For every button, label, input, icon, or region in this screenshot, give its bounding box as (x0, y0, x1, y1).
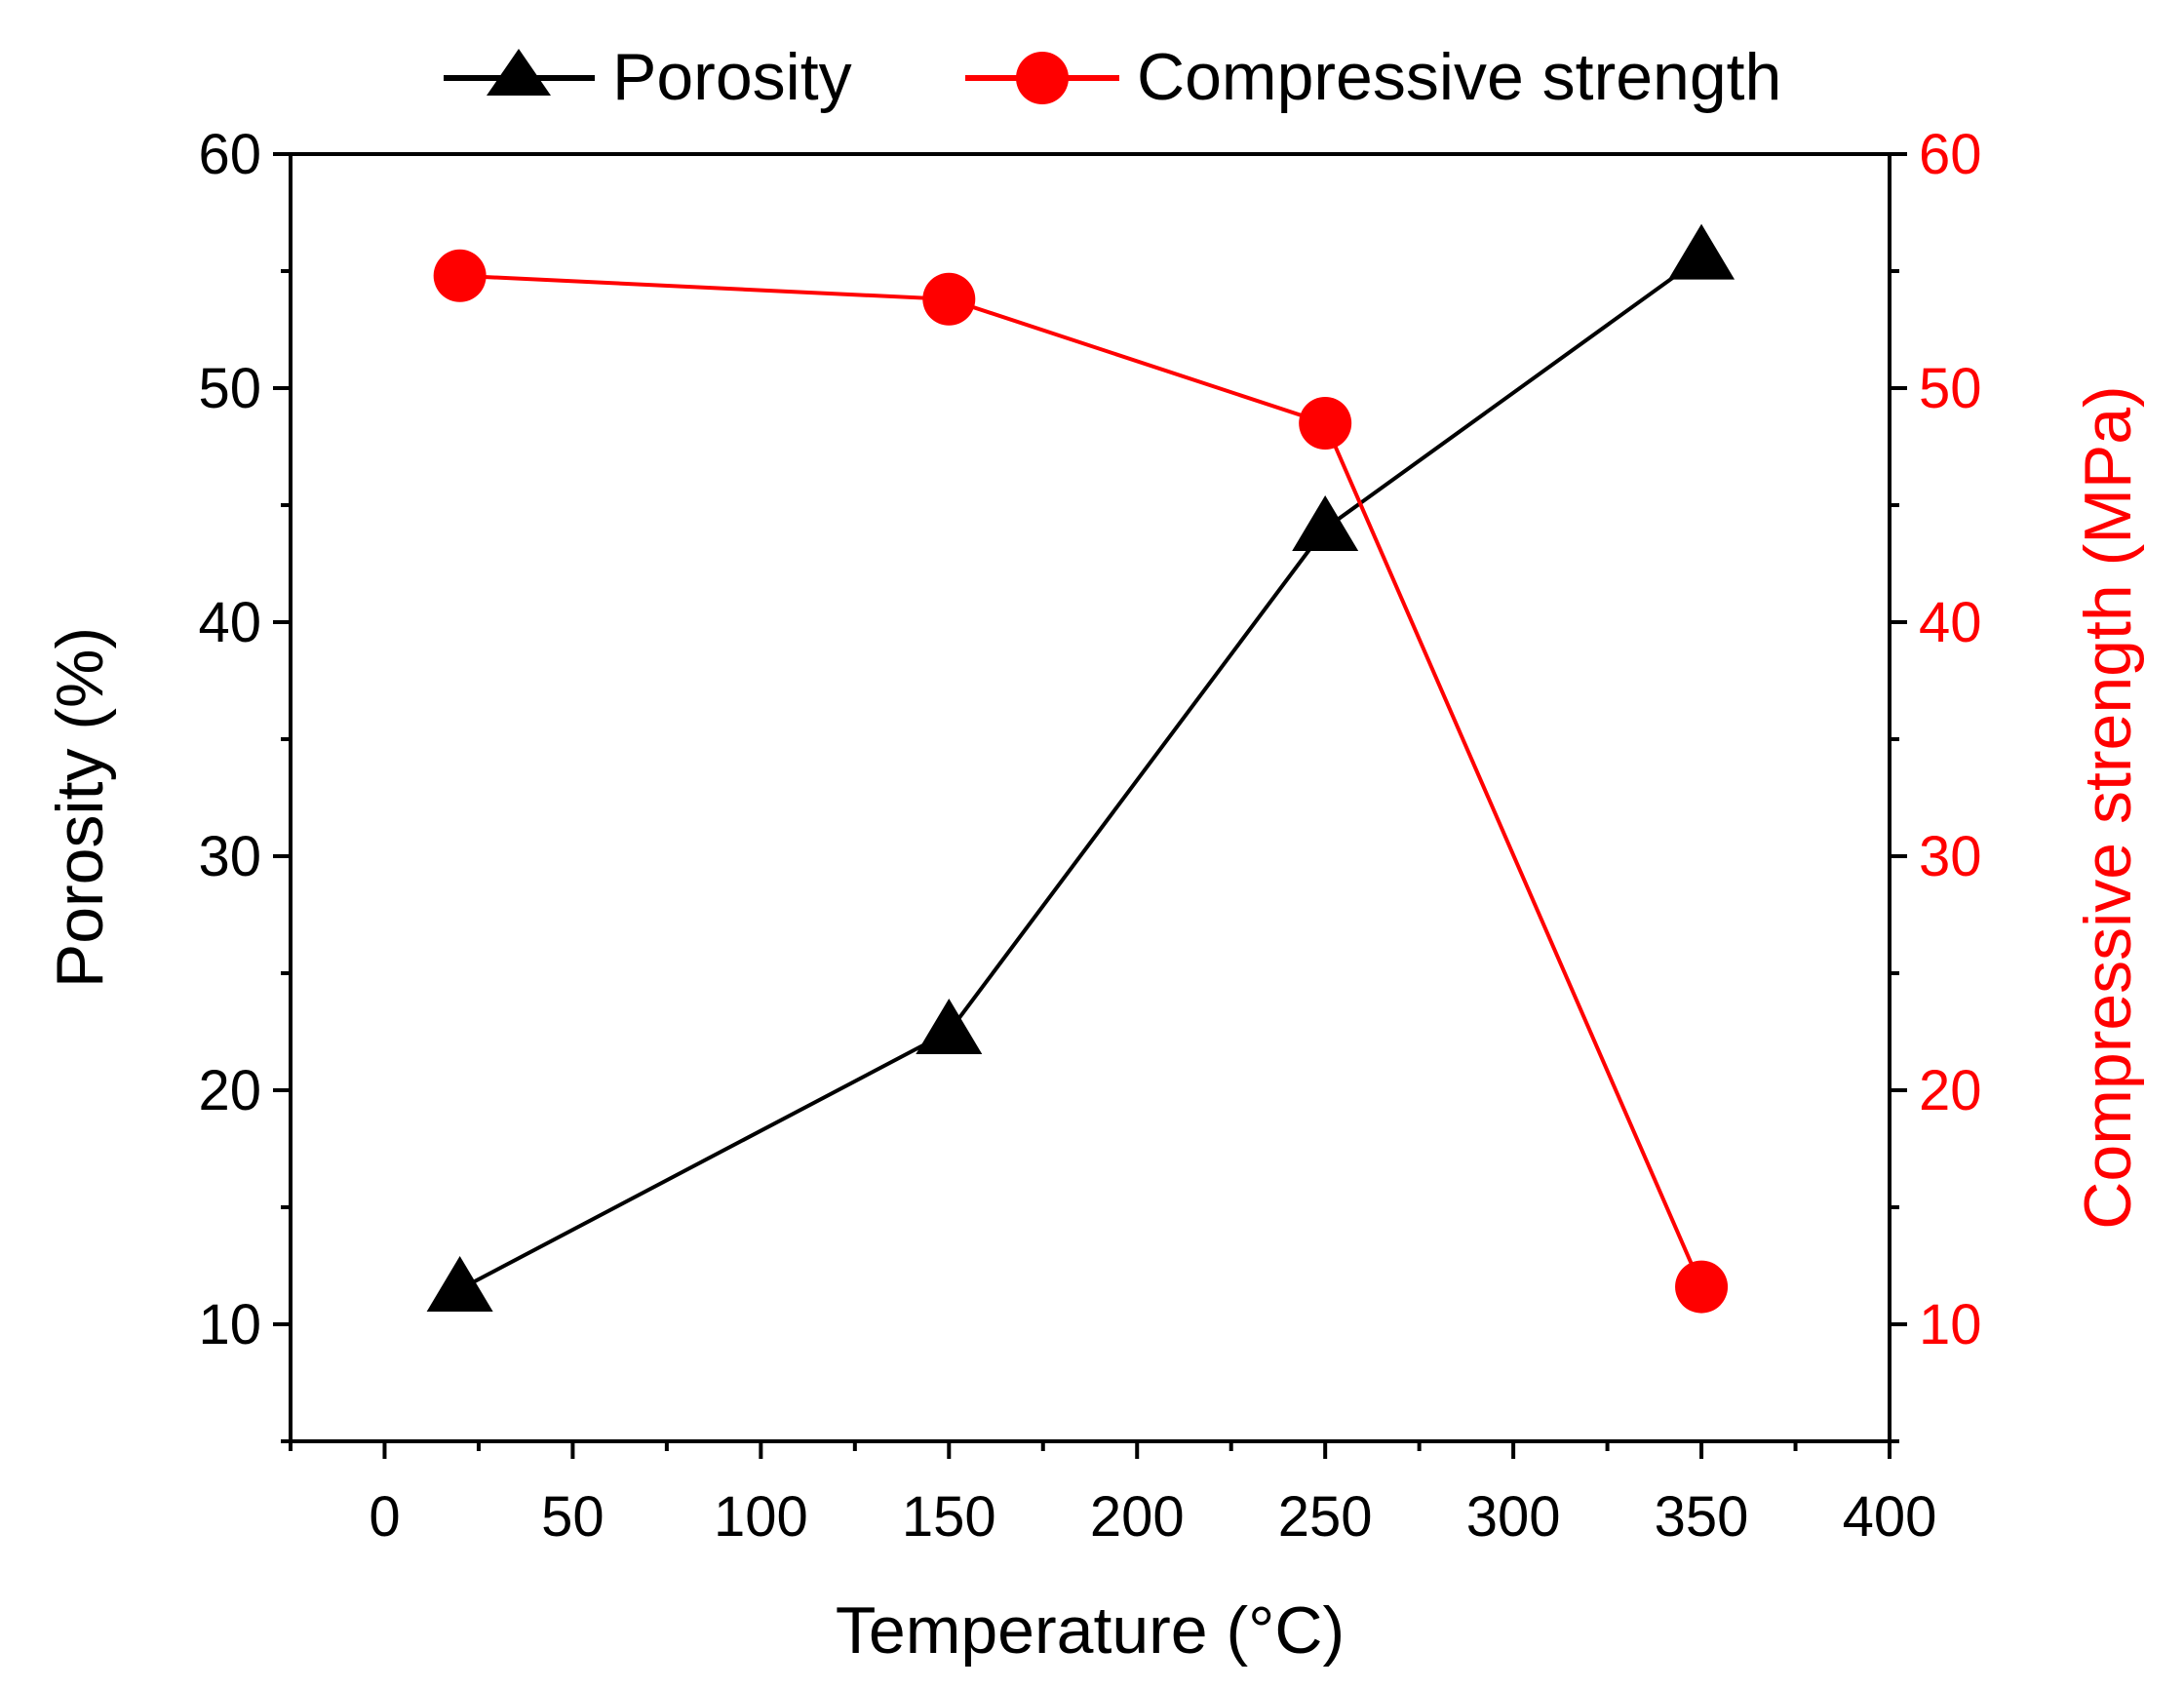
legend: Porosity Compressive strength (444, 40, 1781, 114)
data-point-porosity (1668, 223, 1736, 280)
series-layer (426, 223, 1736, 1314)
left-y-tick-label: 40 (198, 591, 261, 654)
data-point-porosity (1292, 495, 1359, 551)
data-point-porosity (426, 1256, 493, 1312)
plot-frame (289, 152, 1892, 1443)
legend-marker-circle-icon (1016, 52, 1069, 104)
right-y-tick-label: 20 (1919, 1059, 1982, 1122)
right-y-tick-label: 30 (1919, 825, 1982, 888)
left-y-tick-label: 10 (198, 1293, 261, 1356)
x-tick-label: 350 (1655, 1485, 1749, 1549)
x-tick-label: 100 (714, 1485, 808, 1549)
right-y-axis-title: Compressive strength (MPa) (2071, 385, 2145, 1229)
left-y-axis-ticks: 10 20 30 40 50 60 (198, 123, 291, 1443)
legend-item-compressive-strength: Compressive strength (965, 40, 1781, 114)
right-y-tick-label: 60 (1919, 123, 1982, 186)
legend-item-porosity: Porosity (444, 40, 852, 114)
left-y-tick-label: 60 (198, 123, 261, 186)
legend-label-compressive-strength: Compressive strength (1137, 40, 1781, 114)
x-tick-label: 150 (902, 1485, 996, 1549)
series-line-porosity (458, 255, 1703, 1291)
legend-marker-triangle-icon (487, 49, 551, 96)
x-tick-label: 250 (1278, 1485, 1373, 1549)
data-point-porosity (916, 999, 983, 1054)
left-y-tick-label: 50 (198, 357, 261, 420)
left-y-tick-label: 30 (198, 825, 261, 888)
data-point-compressive-strength (1675, 1260, 1729, 1314)
series-line-compressive-strength (459, 273, 1703, 1288)
x-axis-title: Temperature (°C) (836, 1593, 1345, 1668)
left-y-tick-label: 20 (198, 1059, 261, 1122)
data-point-compressive-strength (1299, 397, 1352, 450)
series-porosity (426, 223, 1736, 1312)
x-tick-label: 0 (369, 1485, 400, 1549)
right-y-tick-label: 50 (1919, 357, 1982, 420)
right-y-tick-label: 40 (1919, 591, 1982, 654)
left-y-axis-title: Porosity (%) (43, 627, 117, 988)
right-y-axis-ticks: 10 20 30 40 50 60 (1890, 123, 1982, 1443)
x-tick-label: 400 (1843, 1485, 1937, 1549)
x-tick-label: 200 (1090, 1485, 1185, 1549)
right-y-tick-label: 10 (1919, 1293, 1982, 1356)
x-axis-ticks: 0 50 100 150 200 250 300 350 400 (289, 1441, 1937, 1549)
data-point-compressive-strength (433, 249, 487, 302)
series-compressive-strength (433, 249, 1729, 1314)
x-tick-label: 300 (1466, 1485, 1561, 1549)
legend-label-porosity: Porosity (612, 40, 852, 114)
x-tick-label: 50 (541, 1485, 604, 1549)
data-point-compressive-strength (922, 272, 976, 326)
